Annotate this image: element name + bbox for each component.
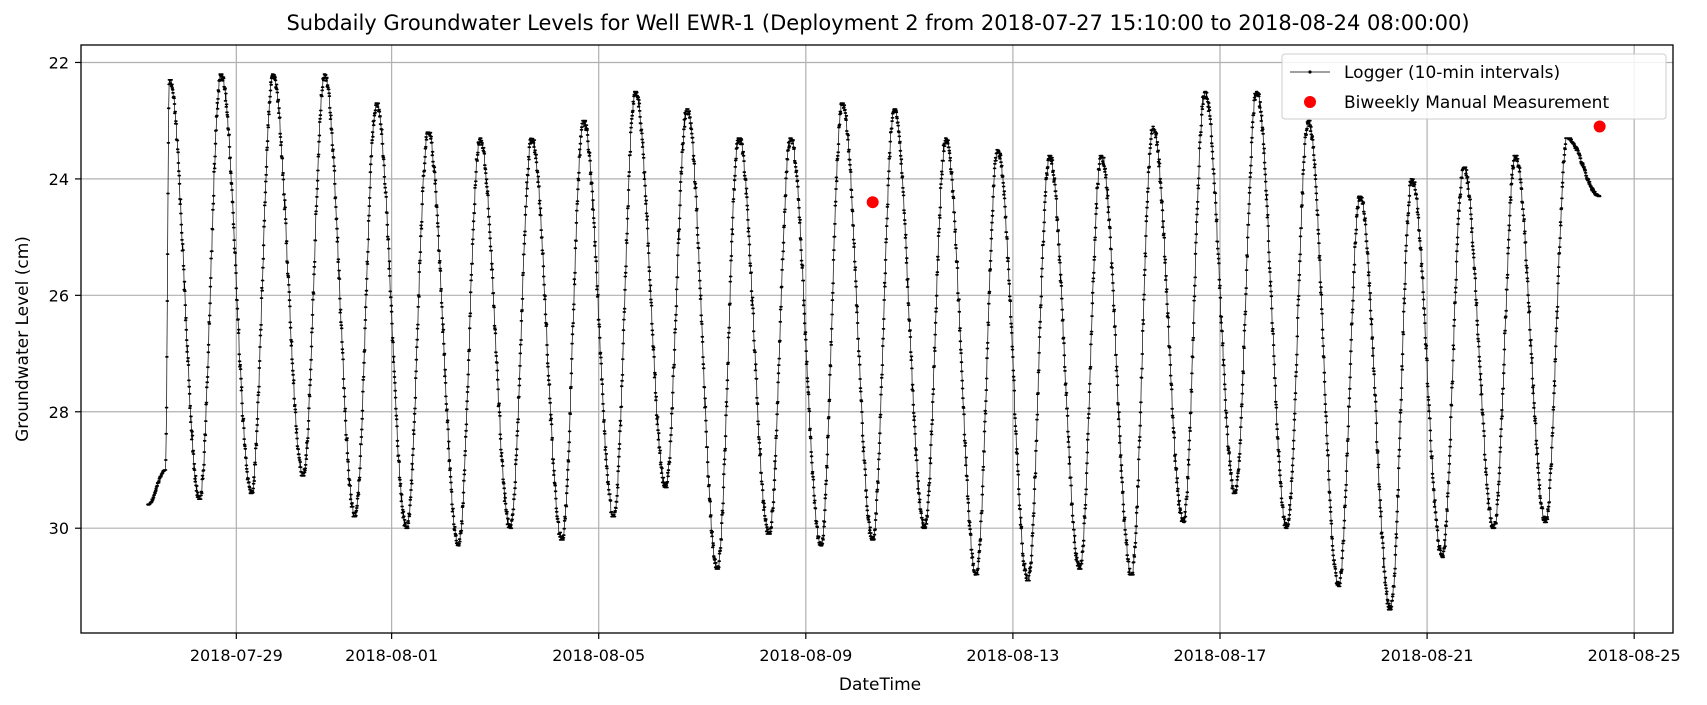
- x-tick-label-7: 2018-08-25: [1588, 646, 1681, 665]
- legend-manual-marker: [1304, 96, 1316, 108]
- x-axis-ticks: 2018-07-29 2018-08-01 2018-08-05 2018-08-09…: [190, 633, 1681, 665]
- plot-frame: [80, 44, 1674, 634]
- x-tick-label-3: 2018-08-09: [759, 646, 852, 665]
- x-tick-label-2: 2018-08-05: [552, 646, 645, 665]
- y-tick-label-1: 24: [49, 170, 69, 189]
- manual-series-layer: [866, 120, 1606, 209]
- y-tick-label-2: 26: [49, 286, 69, 305]
- chart-title: Subdaily Groundwater Levels for Well EWR…: [286, 11, 1469, 35]
- legend-logger-marker: [1308, 70, 1312, 74]
- legend: Logger (10-min intervals) Biweekly Manua…: [1281, 53, 1667, 120]
- x-tick-label-1: 2018-08-01: [345, 646, 438, 665]
- logger-series-layer: [146, 73, 1602, 611]
- y-axis-ticks: 22 24 26 28 30: [49, 53, 81, 538]
- x-tick-label-5: 2018-08-17: [1173, 646, 1266, 665]
- manual-measurement-point-1: [1593, 120, 1606, 133]
- x-tick-label-4: 2018-08-13: [966, 646, 1059, 665]
- legend-box: [1281, 53, 1667, 120]
- legend-logger-label: Logger (10-min intervals): [1344, 63, 1560, 83]
- x-axis-label: DateTime: [839, 675, 921, 695]
- y-axis-label: Groundwater Level (cm): [13, 236, 33, 442]
- legend-manual-label: Biweekly Manual Measurement: [1344, 93, 1609, 113]
- y-tick-label-3: 28: [49, 403, 69, 422]
- y-tick-label-4: 30: [49, 519, 69, 538]
- y-tick-label-0: 22: [49, 53, 69, 72]
- logger-series-markers: [146, 73, 1602, 611]
- manual-measurement-point-0: [866, 196, 879, 209]
- x-tick-label-6: 2018-08-21: [1381, 646, 1474, 665]
- x-tick-label-0: 2018-07-29: [190, 646, 283, 665]
